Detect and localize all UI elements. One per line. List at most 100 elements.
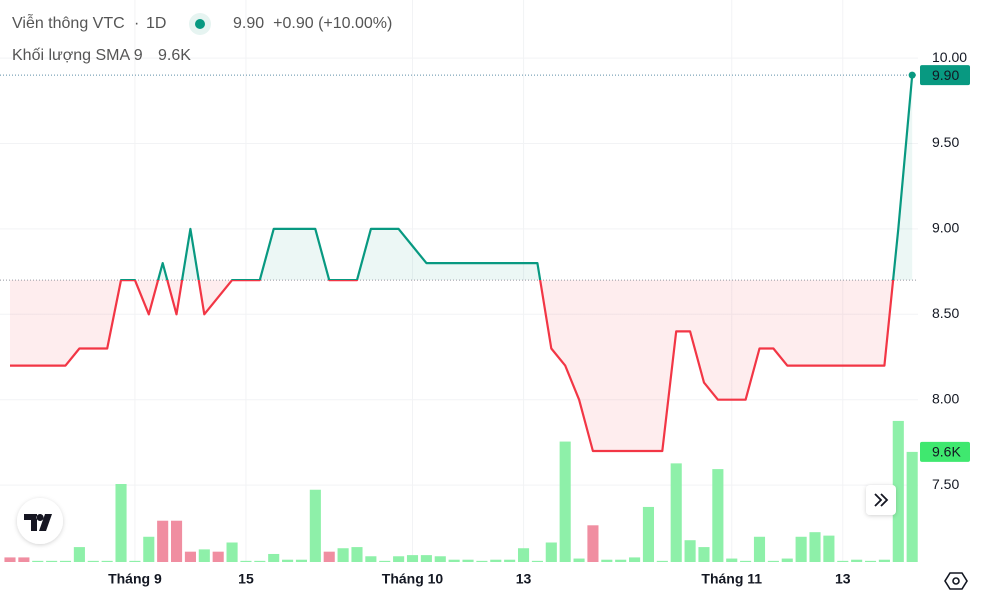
volume-bar xyxy=(726,558,738,562)
last-price-box xyxy=(920,65,970,86)
volume-bar xyxy=(337,548,349,562)
logo[interactable] xyxy=(17,498,63,544)
price-layer xyxy=(0,71,918,453)
volume-bar xyxy=(323,551,335,562)
volume-bar xyxy=(698,547,710,562)
volume-bar xyxy=(587,525,599,562)
volume-bar xyxy=(504,559,516,562)
price-line xyxy=(10,75,914,453)
y-tick-label: 9.50 xyxy=(932,134,959,150)
volume-bar xyxy=(823,535,835,562)
volume-bar xyxy=(906,451,918,562)
status-dot xyxy=(195,19,205,29)
volume-sma-value: 9.6K xyxy=(158,47,191,64)
volume-bar xyxy=(462,559,474,562)
volume-bar xyxy=(212,551,224,562)
volume-bar xyxy=(32,560,44,562)
volume-bar xyxy=(656,560,668,562)
volume-bar xyxy=(170,520,183,562)
volume-bar xyxy=(559,441,571,562)
volume-bar xyxy=(393,556,405,562)
volume-bar xyxy=(448,559,460,562)
volume-bar xyxy=(129,560,141,562)
volume-bar xyxy=(712,469,724,562)
last-point xyxy=(908,71,916,79)
volume-bar xyxy=(143,536,155,562)
volume-bar xyxy=(46,560,58,562)
volume-title: Khối lượng SMA 9 xyxy=(12,47,143,64)
volume-bar xyxy=(476,560,488,562)
header-last-price: 9.90 xyxy=(233,15,264,32)
volume-bar xyxy=(240,560,252,562)
separator: · xyxy=(134,15,139,32)
volume-bar xyxy=(73,547,85,562)
x-tick-label: Tháng 11 xyxy=(701,571,762,587)
volume-bar xyxy=(851,559,863,562)
volume-bar xyxy=(545,542,557,562)
volume-bar xyxy=(379,560,391,562)
x-tick-label: Tháng 9 xyxy=(108,571,162,587)
volume-bar xyxy=(18,557,30,562)
y-tick-label: 10.00 xyxy=(932,49,967,65)
volume-bar xyxy=(157,520,169,562)
volume-bar xyxy=(615,559,627,562)
volume-bar xyxy=(282,559,294,562)
grid xyxy=(0,0,918,562)
interval: 1D xyxy=(146,15,166,32)
volume-bar xyxy=(87,560,99,562)
volume-bar xyxy=(740,560,752,562)
volume-bar xyxy=(59,560,72,562)
scroll-to-realtime-button[interactable] xyxy=(866,485,896,515)
volume-bar xyxy=(226,542,238,562)
volume-bar xyxy=(795,536,807,562)
volume-bar xyxy=(351,547,363,562)
baseline-area xyxy=(10,75,913,451)
x-tick-label: Tháng 10 xyxy=(382,571,444,587)
volume-bar xyxy=(684,540,696,562)
volume-layer xyxy=(4,420,918,562)
volume-bar xyxy=(115,484,127,562)
volume-bar xyxy=(864,560,877,562)
y-tick-label: 8.00 xyxy=(932,390,959,406)
x-tick-label: 13 xyxy=(835,571,851,587)
volume-bar xyxy=(878,559,890,562)
volume-bar xyxy=(198,549,210,562)
volume-bar xyxy=(365,556,377,562)
volume-bar xyxy=(670,463,682,562)
volume-bar xyxy=(531,560,543,562)
x-tick-label: 13 xyxy=(516,571,532,587)
volume-bar xyxy=(420,555,432,562)
x-tick-label: 15 xyxy=(238,571,254,587)
volume-bar xyxy=(309,489,321,562)
volume-bar xyxy=(892,420,904,562)
volume-bar xyxy=(517,548,530,562)
last-price-label: 9.90 xyxy=(932,67,959,83)
volume-bar xyxy=(295,559,308,562)
volume-bar xyxy=(767,560,779,562)
settings-button[interactable] xyxy=(944,572,968,590)
y-tick-label: 7.50 xyxy=(932,476,959,492)
y-tick-label: 9.00 xyxy=(932,220,959,236)
volume-label-box xyxy=(920,441,970,462)
volume-bar xyxy=(184,551,196,562)
volume-bar xyxy=(101,560,113,562)
volume-bar xyxy=(629,557,641,562)
volume-bar xyxy=(406,555,419,562)
volume-bar xyxy=(642,506,655,562)
volume-bar xyxy=(573,558,585,562)
volume-bar xyxy=(254,560,266,562)
volume-label: 9.6K xyxy=(932,444,961,460)
y-tick-label: 8.50 xyxy=(932,305,959,321)
volume-bar xyxy=(753,536,766,562)
volume-bar xyxy=(268,553,280,562)
volume-bar xyxy=(809,532,821,562)
volume-bar xyxy=(434,556,446,562)
volume-bar xyxy=(837,560,849,562)
volume-bar xyxy=(490,559,502,562)
header-change: +0.90 (+10.00%) xyxy=(273,15,392,32)
volume-bar xyxy=(4,557,16,562)
axis-layer: 10.00 9.50 9.00 8.50 8.00 7.50 Tháng 9 15 Tháng … xyxy=(108,49,970,587)
